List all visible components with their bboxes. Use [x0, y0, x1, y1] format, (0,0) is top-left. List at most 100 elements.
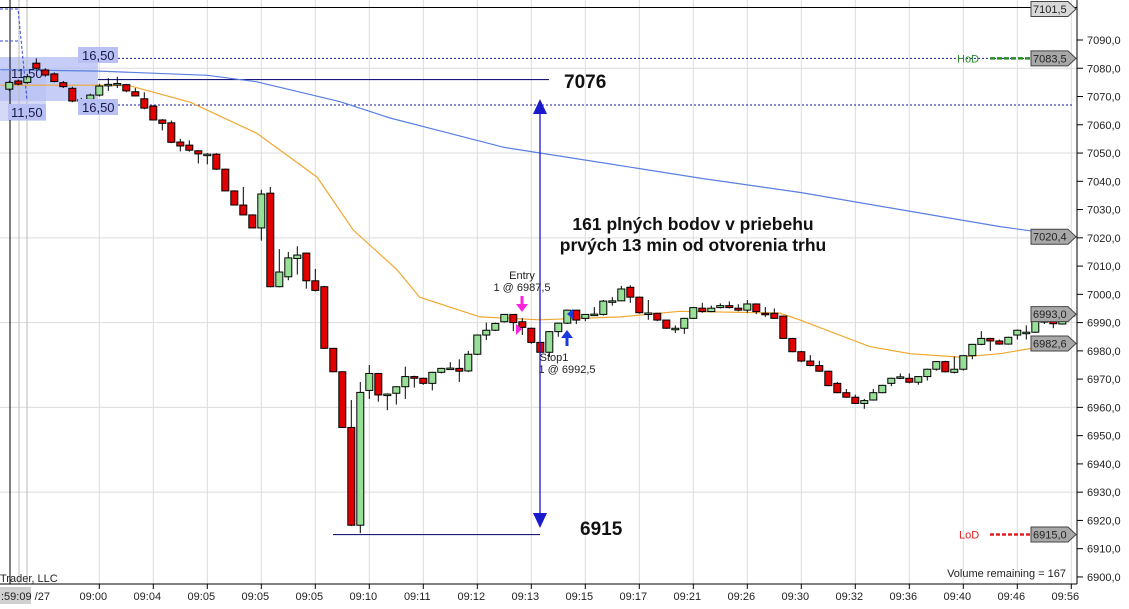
candle-body: [410, 376, 419, 379]
candle-body: [617, 288, 626, 302]
left-order-label-upper[interactable]: 11,50: [11, 66, 43, 81]
candle: [356, 381, 365, 534]
x-axis[interactable]: 09:00 09:04 09:05 09:05 09:05 09:10 09:11 09:12…: [80, 584, 1080, 603]
candle-body: [50, 73, 59, 83]
price-tag-label: 6982,6: [1033, 339, 1067, 351]
y-axis[interactable]: 7090,0 7080,0 7070,0 7060,0 7050,0 7040,0 7030…: [1077, 35, 1121, 584]
candle-body: [734, 307, 743, 311]
candle: [716, 303, 725, 309]
candle-body: [1013, 329, 1022, 336]
price-tag: 6915,0: [1030, 526, 1077, 543]
candle-body: [194, 150, 203, 155]
candle: [491, 322, 500, 332]
y-tick-label: 7040,0: [1087, 176, 1121, 188]
range-high-label: 7076: [564, 72, 606, 93]
candle-body: [509, 313, 518, 324]
left-order-label-lower[interactable]: 11,50: [11, 105, 43, 120]
candle-body: [599, 300, 608, 315]
candle: [806, 355, 815, 367]
entry-fill-triangle-icon: [516, 324, 522, 335]
candle-body: [941, 361, 950, 373]
candle: [113, 76, 122, 89]
candle-body: [212, 153, 221, 170]
upper-order-label[interactable]: 16,50: [82, 48, 115, 63]
left-order-label-bg: [8, 104, 46, 120]
candle: [554, 322, 563, 337]
x-tick-label: 09:21: [674, 591, 702, 603]
range-annotation-line2: prvých 13 min od otvorenia trhu: [560, 235, 826, 255]
candle-body: [770, 312, 779, 319]
candle-body: [725, 305, 734, 309]
candle-body: [464, 353, 473, 372]
candle-body: [158, 119, 167, 124]
candle: [914, 376, 923, 385]
candle-body: [608, 300, 617, 303]
y-tick-label: 7050,0: [1087, 148, 1121, 160]
hod-label: HoD: [957, 53, 979, 65]
candle-body: [284, 257, 293, 278]
y-tick-label: 6980,0: [1087, 346, 1121, 358]
candle-body: [653, 312, 662, 321]
candle-body: [5, 81, 14, 90]
x-tick-label: 09:10: [350, 591, 378, 603]
candle-body: [437, 367, 446, 373]
candle: [194, 150, 203, 164]
copyright-text: Trader, LLC: [0, 573, 58, 585]
candle: [1022, 325, 1031, 340]
candle: [878, 384, 887, 394]
price-levels: HoD LoD: [0, 7, 1077, 542]
price-tag-shape: [1030, 50, 1077, 67]
candle-body: [329, 347, 338, 373]
candle-body: [23, 76, 32, 83]
candle: [275, 249, 284, 288]
price-tag-shape: [1030, 228, 1077, 245]
y-tick-label: 7010,0: [1087, 261, 1121, 273]
entry-arrow-down-icon[interactable]: [516, 296, 528, 312]
candle-body: [374, 372, 383, 396]
y-tick-label: 6920,0: [1087, 515, 1121, 527]
candle: [518, 318, 527, 336]
candle: [680, 317, 689, 334]
candle: [5, 80, 14, 91]
candle-body: [545, 331, 554, 353]
candle: [176, 138, 185, 152]
price-tags: 7101,5 7083,5 7020,4 6993,0 6982,6 6915,0: [1030, 1, 1077, 543]
candle: [311, 268, 320, 292]
candle-body: [554, 322, 563, 333]
entry-title: Entry: [509, 270, 535, 282]
y-tick-label: 6960,0: [1087, 402, 1121, 414]
candle-body: [392, 386, 401, 394]
candle-body: [518, 321, 527, 328]
y-tick-label: 6910,0: [1087, 544, 1121, 556]
candle: [626, 285, 635, 303]
y-tick-label: 6950,0: [1087, 431, 1121, 443]
candle: [671, 325, 680, 334]
candle: [545, 331, 554, 358]
candle-body: [176, 141, 185, 147]
lower-order-label[interactable]: 16,50: [82, 100, 115, 115]
lower-order-label-bg: [78, 99, 118, 115]
candle-body: [887, 377, 896, 384]
candle: [968, 343, 977, 360]
price-tag-shape: [1030, 1, 1077, 17]
candle: [446, 362, 455, 371]
candle-body: [806, 360, 815, 367]
candle: [986, 337, 995, 351]
x-tick-label: 09:17: [620, 591, 648, 603]
range-annotation-line1: 161 plných bodov v priebehu: [572, 214, 813, 234]
candle: [617, 285, 626, 302]
candle-body: [230, 190, 239, 206]
candle-body: [383, 393, 392, 397]
stop-arrow-up-icon[interactable]: [561, 330, 573, 346]
candle-body: [680, 317, 689, 329]
candle: [509, 313, 518, 332]
candle-body: [986, 337, 995, 342]
candle-body: [914, 376, 923, 383]
candle-body: [905, 377, 914, 383]
price-tag-shape: [1030, 526, 1077, 543]
candle-body: [68, 87, 77, 102]
candle: [239, 186, 248, 216]
candle: [698, 302, 707, 313]
candle: [779, 315, 788, 339]
